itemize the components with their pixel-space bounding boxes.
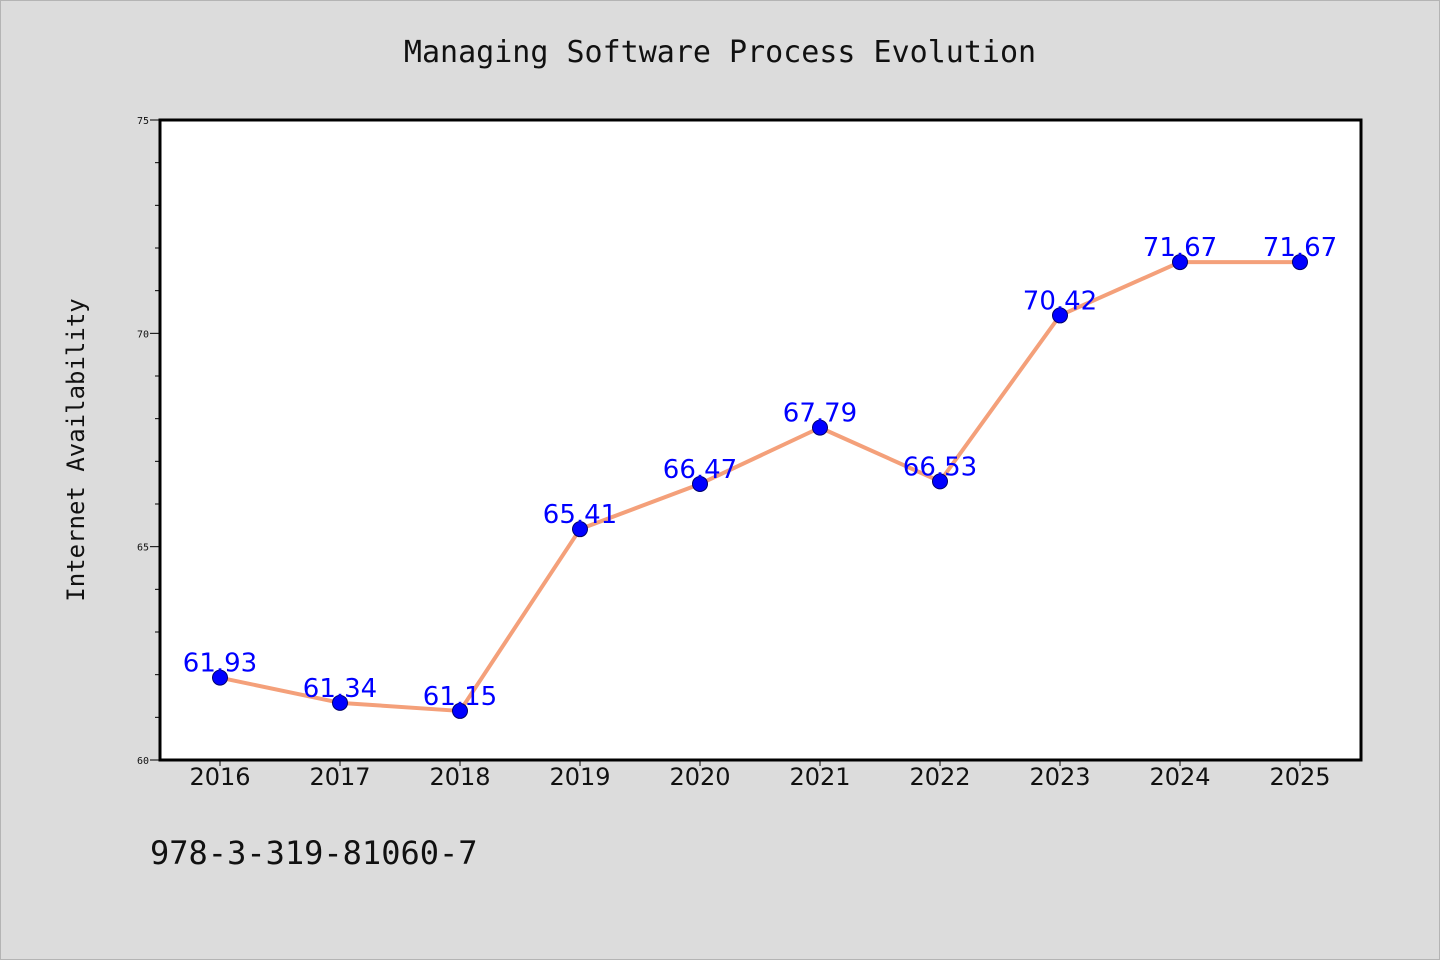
y-tick-label: 75 — [137, 116, 149, 127]
data-label: 70.42 — [1023, 286, 1097, 316]
data-point-marker — [452, 702, 468, 719]
y-tick-label: 70 — [137, 329, 149, 340]
data-label: 67.79 — [783, 399, 857, 429]
chart-title: Managing Software Process Evolution — [404, 35, 1036, 70]
y-axis-label: Internet Availability — [62, 298, 90, 601]
plot-area — [160, 120, 1361, 760]
data-point-marker — [692, 475, 708, 492]
data-label: 66.47 — [663, 455, 737, 485]
y-tick-label: 60 — [137, 756, 149, 767]
x-tick-label: 2017 — [309, 763, 370, 791]
data-point-marker — [932, 473, 948, 490]
y-tick-label: 65 — [137, 543, 149, 554]
data-point-marker — [332, 694, 348, 711]
plot-border — [158, 118, 1363, 762]
data-label: 61.93 — [183, 649, 257, 679]
axis-ticks: 60 65 70 75 2016 2017 2018 2019 2020 2021 2022 2023… — [137, 116, 1331, 791]
data-label: 61.15 — [423, 682, 497, 712]
data-label: 71.67 — [1263, 233, 1337, 263]
data-point-marker — [572, 521, 588, 538]
data-label: 61.34 — [303, 674, 377, 704]
x-tick-label: 2022 — [909, 763, 970, 791]
data-point-marker — [212, 669, 228, 686]
x-tick-label: 2016 — [189, 763, 250, 791]
data-point-marker — [1052, 307, 1068, 324]
data-points: 61.93 61.34 61.15 65.41 66.47 67.79 66.53 70.42… — [183, 233, 1337, 719]
footer-isbn: 978-3-319-81060-7 — [150, 834, 478, 872]
data-point-marker — [1172, 254, 1188, 271]
x-tick-label: 2018 — [429, 763, 490, 791]
data-point-marker — [812, 419, 828, 436]
data-label: 71.67 — [1143, 233, 1217, 263]
x-tick-label: 2024 — [1149, 763, 1210, 791]
x-tick-label: 2025 — [1269, 763, 1330, 791]
x-tick-label: 2019 — [549, 763, 610, 791]
series-line — [219, 260, 1300, 713]
x-tick-label: 2020 — [669, 763, 730, 791]
data-label: 66.53 — [903, 452, 977, 482]
x-tick-label: 2023 — [1029, 763, 1090, 791]
data-point-marker — [1292, 254, 1308, 271]
data-label: 65.41 — [543, 500, 617, 530]
x-tick-label: 2021 — [789, 763, 850, 791]
